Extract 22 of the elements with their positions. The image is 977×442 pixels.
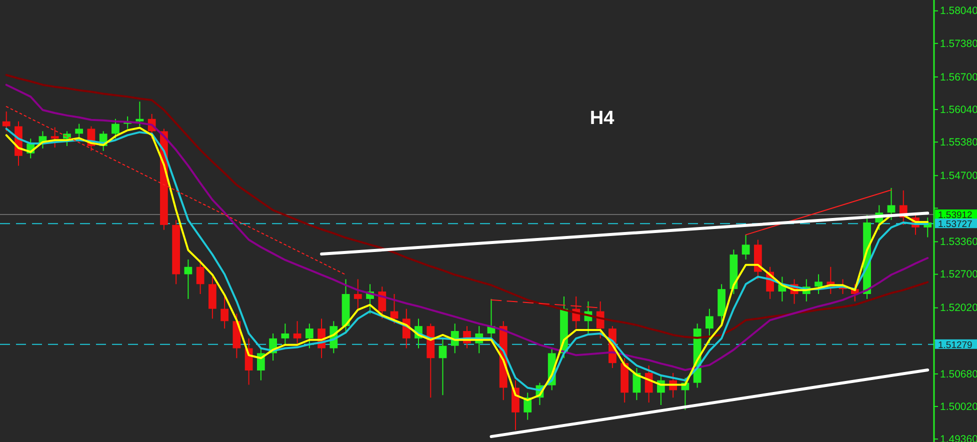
annotation: H4 (590, 108, 615, 129)
candlestick (136, 101, 144, 127)
candlestick (220, 296, 228, 330)
candlestick (196, 258, 204, 295)
candlestick (281, 323, 290, 346)
candlestick (50, 126, 59, 148)
candlestick (305, 323, 314, 349)
candlestick (438, 338, 447, 396)
candlestick (742, 234, 750, 260)
ref-line-label: 1.51279 (938, 340, 972, 351)
candlestick (184, 258, 192, 300)
ref-line-label: 1.53727 (938, 219, 972, 230)
candlestick (354, 278, 362, 310)
candlestick (706, 308, 714, 344)
candlestick (378, 286, 386, 320)
candlestick (814, 274, 822, 295)
ref-line-label: 1.53912 (938, 210, 972, 221)
candlestick (2, 110, 10, 132)
candlestick (75, 123, 84, 140)
candlestick (887, 187, 896, 221)
candlestick (293, 320, 302, 344)
candlestick (112, 118, 120, 140)
